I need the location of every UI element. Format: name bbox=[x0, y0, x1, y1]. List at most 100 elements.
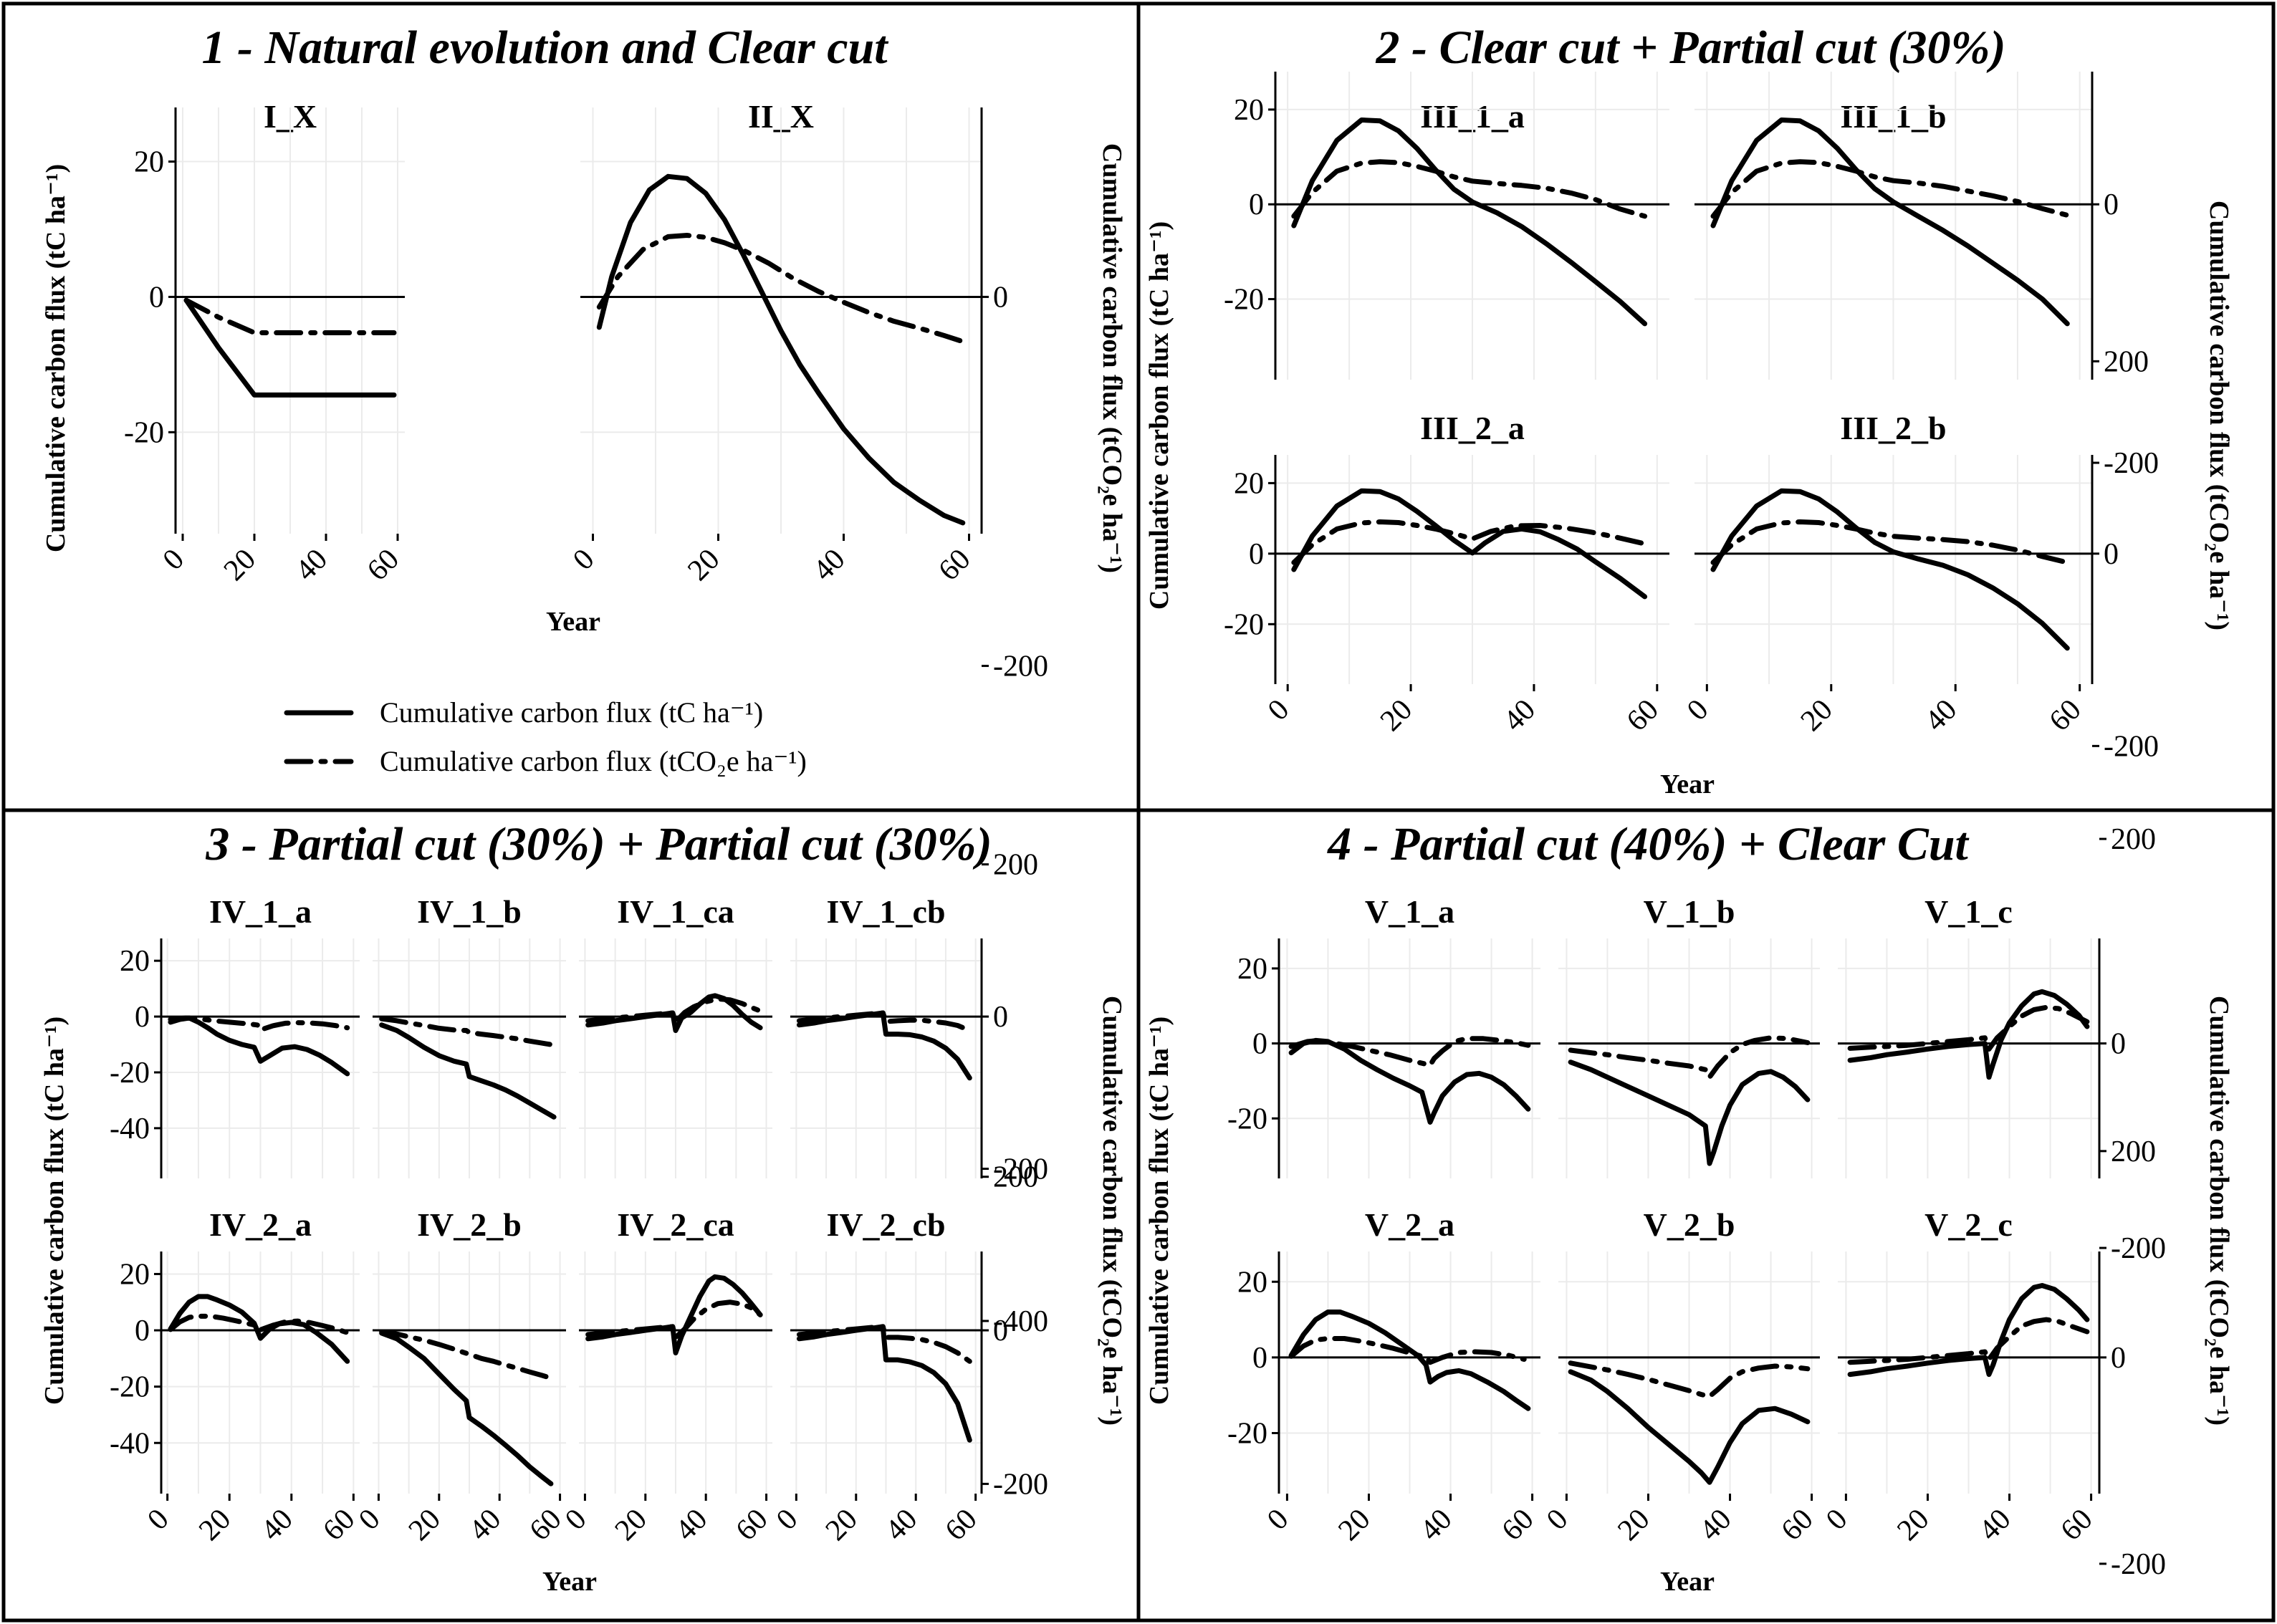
y-tick-label: 0 bbox=[135, 1315, 150, 1347]
series-tCO2e bbox=[1710, 519, 2070, 565]
y-tick-label: -20 bbox=[124, 416, 164, 449]
series-tCO2e bbox=[1288, 1336, 1527, 1365]
panel-title: IV_1_ca bbox=[617, 893, 734, 930]
series-tC bbox=[1291, 117, 1648, 327]
panel-title: IV_2_a bbox=[209, 1206, 312, 1243]
series-tCO2e bbox=[1291, 519, 1648, 565]
panel-IV_1_a: IV_1_a 20 0 -20 -40 bbox=[110, 893, 360, 1178]
y-tick-label: -20 bbox=[1227, 1102, 1267, 1135]
series-tCO2e bbox=[1847, 1004, 2090, 1052]
y2-tick-label: -200 bbox=[993, 650, 1048, 683]
y2-tick-label: -200 bbox=[993, 1468, 1048, 1501]
series-tC bbox=[183, 297, 397, 398]
panel-V_1_a: V_1_a 20 0 -20 bbox=[1227, 893, 1540, 1178]
y2-tick-label: 0 bbox=[993, 281, 1008, 314]
panel-title: V_2_c bbox=[1924, 1206, 2013, 1243]
y-tick-label: 20 bbox=[120, 1258, 150, 1291]
series-tC bbox=[1568, 1369, 1811, 1485]
y-tick-label: 0 bbox=[1249, 188, 1264, 221]
x-axis-title: Year bbox=[546, 607, 600, 637]
x-axis-title: Year bbox=[1660, 769, 1715, 799]
series-tC bbox=[1568, 1060, 1811, 1166]
y-tick-label: -20 bbox=[110, 1371, 150, 1404]
panel-title: IV_1_cb bbox=[826, 893, 945, 930]
panel-title: III_2_b bbox=[1840, 410, 1946, 446]
quadrant-3-title: 3 - Partial cut (30%) + Partial cut (30%… bbox=[205, 818, 992, 870]
panel-title: V_1_b bbox=[1644, 893, 1735, 930]
series-tCO2e bbox=[1291, 159, 1648, 219]
y2-tick-label: 200 bbox=[2104, 345, 2149, 378]
y2-tick-label: -200 bbox=[2111, 1232, 2166, 1265]
series-tC bbox=[1710, 117, 2070, 327]
y-axis-title-right: Cumulative carbon flux (tCO₂e ha⁻¹) bbox=[1097, 996, 1127, 1426]
y-tick-label: -40 bbox=[110, 1427, 150, 1460]
panel-IV_1_cb: IV_1_cb 200 0 -200 -400 bbox=[790, 849, 1048, 1338]
series-tC bbox=[379, 1330, 554, 1486]
series-tCO2e bbox=[168, 1015, 350, 1033]
series-tCO2e bbox=[1710, 159, 2070, 219]
series-tCO2e bbox=[379, 1016, 557, 1048]
y-tick-label: 20 bbox=[1237, 1266, 1267, 1299]
y-axis-title-right: Cumulative carbon flux (tCO₂e ha⁻¹) bbox=[2204, 201, 2234, 630]
panel-IV_1_b: IV_1_b bbox=[373, 893, 566, 1178]
series-tC bbox=[1291, 488, 1648, 600]
y-axis-title-left: Cumulative carbon flux (tC ha⁻¹) bbox=[39, 1017, 69, 1405]
series-tCO2e bbox=[1568, 1360, 1811, 1399]
y-axis-title-left: Cumulative carbon flux (tC ha⁻¹) bbox=[1144, 1017, 1174, 1405]
y-axis-title-left: Cumulative carbon flux (tC ha⁻¹) bbox=[41, 164, 71, 552]
y-tick-label: 0 bbox=[149, 281, 164, 314]
y-tick-label: 20 bbox=[1234, 467, 1264, 500]
panel-title: IV_1_a bbox=[209, 893, 312, 930]
series-tCO2e bbox=[585, 1299, 763, 1340]
y-tick-label: -20 bbox=[1224, 284, 1264, 317]
y-axis-title-left: Cumulative carbon flux (tC ha⁻¹) bbox=[1144, 221, 1174, 610]
y2-tick-label: -200 bbox=[2104, 447, 2159, 480]
series-tC bbox=[585, 993, 763, 1033]
plot-area: I_X200-200204060II_X2000-2000204060Cumul… bbox=[39, 72, 2234, 1624]
y-tick-label: -40 bbox=[110, 1113, 150, 1145]
series-tC bbox=[1847, 989, 2090, 1080]
series-tCO2e bbox=[797, 1324, 972, 1364]
series-tCO2e bbox=[1847, 1317, 2090, 1365]
y2-tick-label: 0 bbox=[993, 1315, 1008, 1347]
y2-tick-label: -400 bbox=[993, 1305, 1048, 1338]
panel-V_1_c: V_1_c 200 0 -200 bbox=[1838, 823, 2166, 1265]
y2-tick-label: -200 bbox=[993, 1153, 1048, 1186]
series-tCO2e bbox=[1288, 1036, 1531, 1068]
panel-title: IV_2_b bbox=[417, 1206, 522, 1243]
y-tick-label: -20 bbox=[1224, 608, 1264, 641]
series-tCO2e bbox=[596, 233, 966, 345]
y-tick-label: 0 bbox=[135, 1001, 150, 1034]
series-tC bbox=[1288, 1310, 1531, 1411]
y-tick-label: -20 bbox=[110, 1057, 150, 1090]
y2-tick-label: -200 bbox=[2111, 1548, 2166, 1581]
y-tick-label: 0 bbox=[1252, 1342, 1267, 1375]
panel-title: V_1_a bbox=[1365, 893, 1454, 930]
y-tick-label: 20 bbox=[134, 146, 164, 179]
series-tCO2e bbox=[1568, 1035, 1811, 1080]
x-axis-title: Year bbox=[542, 1567, 597, 1597]
legend-solid-label: Cumulative carbon flux (tC ha⁻¹) bbox=[380, 696, 763, 729]
series-tCO2e bbox=[168, 1313, 350, 1335]
y-tick-label: -20 bbox=[1227, 1418, 1267, 1451]
panel-IV_1_ca: IV_1_ca bbox=[579, 893, 772, 1178]
panel-V_1_b: V_1_b bbox=[1558, 893, 1820, 1178]
panel-title: IV_2_cb bbox=[826, 1206, 945, 1243]
y2-tick-label: 200 bbox=[993, 849, 1038, 882]
y2-tick-label: 200 bbox=[993, 1161, 1038, 1194]
y2-tick-label: 0 bbox=[993, 1001, 1008, 1034]
panel-title: III_2_a bbox=[1420, 410, 1525, 446]
y2-tick-label: 0 bbox=[2104, 538, 2119, 571]
y2-tick-label: 200 bbox=[2111, 823, 2156, 856]
y2-tick-label: 0 bbox=[2111, 1342, 2126, 1375]
quadrant-1-title: 1 - Natural evolution and Clear cut bbox=[201, 21, 888, 74]
panel-title: V_1_c bbox=[1924, 893, 2013, 930]
y-tick-label: 20 bbox=[120, 945, 150, 978]
y2-tick-label: 0 bbox=[2104, 188, 2119, 221]
panel-title: V_2_b bbox=[1644, 1206, 1735, 1243]
y-tick-label: 20 bbox=[1237, 953, 1267, 986]
